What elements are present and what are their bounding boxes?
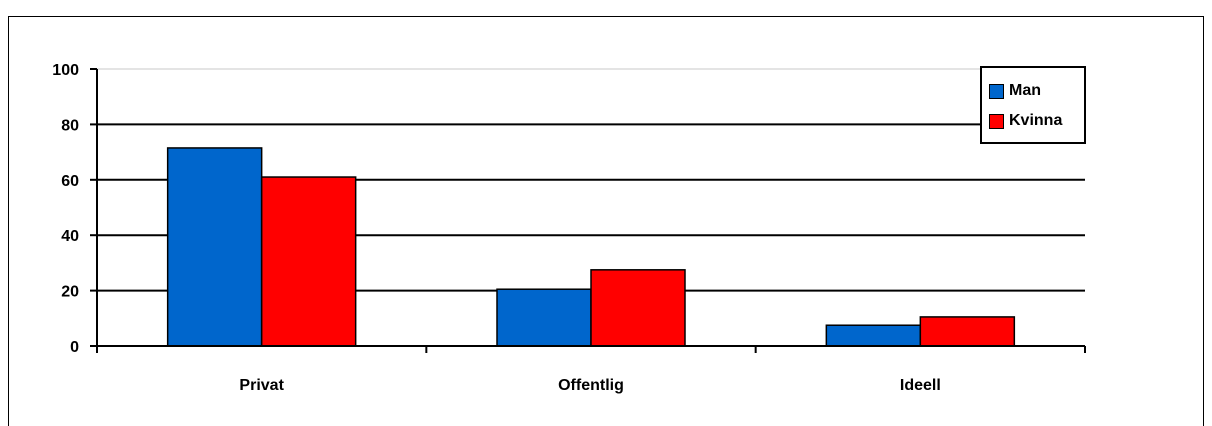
legend-label-man: Man: [1009, 82, 1041, 99]
legend-item-kvinna: Kvinna: [989, 106, 1084, 136]
legend-swatch-kvinna: [989, 113, 1004, 129]
axes: [90, 68, 1086, 353]
bar-man-ideell: [825, 324, 922, 347]
y-tick-label: 40: [61, 228, 79, 245]
x-tick-label: Offentlig: [558, 377, 624, 394]
x-tick-label: Ideell: [900, 377, 941, 394]
y-tick-label: 80: [61, 117, 79, 134]
tick-labels: 0 20 40 60 80 100 Privat Offentlig Ideell: [52, 62, 940, 394]
bar-man-privat: [166, 147, 263, 347]
x-tick-label: Privat: [239, 377, 284, 394]
chart-frame: [8, 16, 1204, 426]
legend-label-kvinna: Kvinna: [1009, 112, 1063, 129]
bar-kvinna-offentlig: [590, 269, 686, 347]
bar-kvinna-privat: [260, 176, 357, 347]
bar-man-offentlig: [496, 288, 592, 347]
y-tick-label: 60: [61, 173, 79, 190]
legend-item-man: Man: [989, 76, 1084, 106]
legend-swatch-man: [989, 83, 1004, 99]
y-tick-label: 100: [52, 62, 79, 79]
bar-kvinna-ideell: [919, 316, 1016, 347]
y-tick-label: 20: [61, 284, 79, 301]
bars: [166, 147, 1016, 347]
y-tick-label: 0: [70, 339, 79, 356]
legend: Man Kvinna: [980, 66, 1086, 144]
